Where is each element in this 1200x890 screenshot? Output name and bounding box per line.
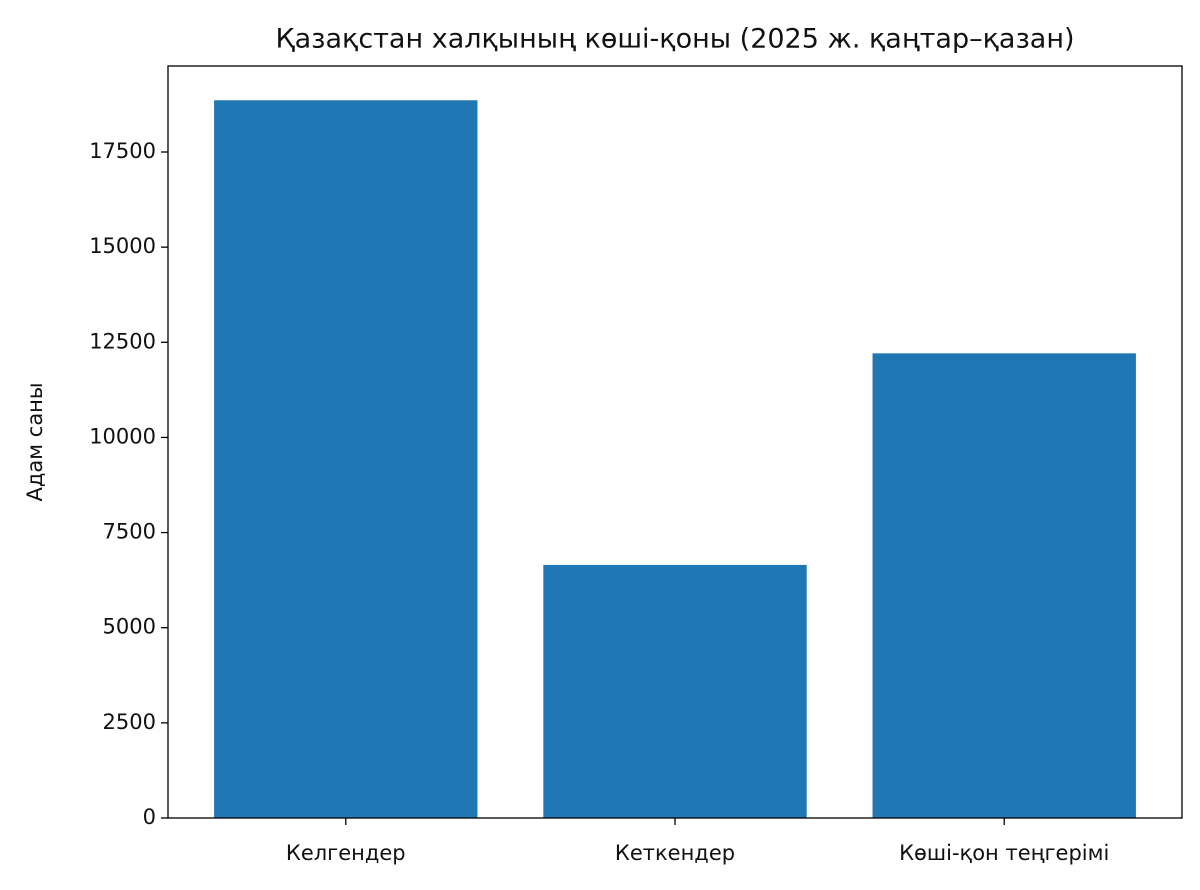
bar <box>872 353 1136 818</box>
y-tick-label: 2500 <box>103 710 156 734</box>
plot-frame <box>167 65 1183 819</box>
x-tick-label: Келгендер <box>286 841 406 865</box>
bar <box>214 100 478 818</box>
y-tick-label: 0 <box>143 805 156 829</box>
y-tick-label: 7500 <box>103 520 156 544</box>
y-tick-label: 15000 <box>89 234 156 258</box>
y-tick-label: 10000 <box>89 424 156 448</box>
y-tick-label: 5000 <box>103 615 156 639</box>
y-tick-label: 17500 <box>89 139 156 163</box>
y-tick-label: 12500 <box>89 329 156 353</box>
y-axis-label: Адам саны <box>23 383 47 502</box>
x-tick-label: Кеткендер <box>615 841 735 865</box>
chart-title: Қазақстан халқының көші-қоны (2025 ж. қа… <box>275 24 1074 55</box>
x-tick-label: Көші-қон теңгерімі <box>899 841 1109 865</box>
bar <box>543 564 807 818</box>
